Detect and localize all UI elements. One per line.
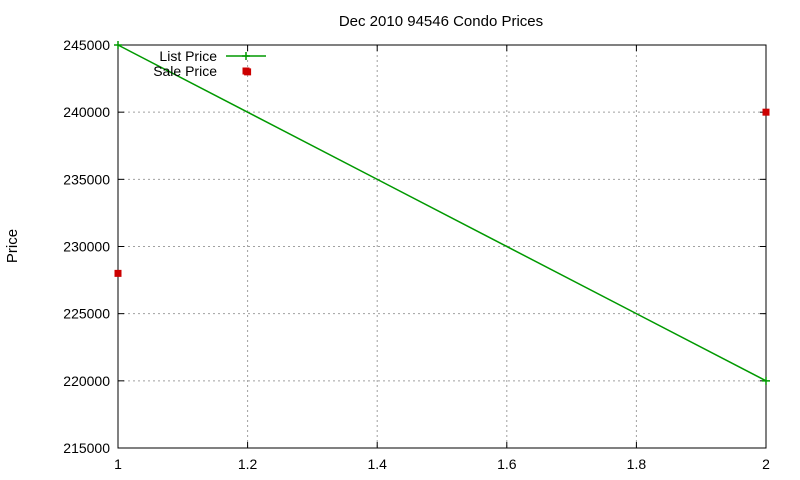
data-point — [762, 376, 770, 385]
plot-area-frame — [117, 44, 767, 449]
y-tick-label: 230000 — [63, 239, 110, 255]
axis-ticks: 215000 220000 225000 230000 235000 240000 2450… — [63, 37, 770, 472]
data-point — [762, 108, 770, 116]
y-tick-label: 235000 — [63, 171, 110, 187]
data-point — [114, 269, 122, 277]
legend-marker — [242, 67, 250, 75]
grid — [118, 45, 766, 448]
x-tick-label: 2 — [762, 456, 770, 472]
y-tick-label: 225000 — [63, 306, 110, 322]
legend-label: Sale Price — [153, 63, 217, 79]
x-tick-label: 1.2 — [238, 456, 258, 472]
x-tick-label: 1.6 — [497, 456, 517, 472]
series-line — [117, 44, 767, 382]
series-sale-price — [114, 68, 770, 277]
y-axis-label: Price — [4, 229, 21, 263]
y-tick-label: 220000 — [63, 373, 110, 389]
series-list-price — [114, 41, 770, 385]
legend-marker — [242, 52, 250, 60]
x-tick-label: 1.8 — [627, 456, 647, 472]
x-tick-label: 1.4 — [367, 456, 387, 472]
x-tick-label: 1 — [114, 456, 122, 472]
y-tick-label: 240000 — [63, 104, 110, 120]
data-point — [114, 41, 122, 49]
series-layer — [114, 41, 770, 385]
legend-label: List Price — [159, 48, 217, 64]
y-tick-label: 215000 — [63, 440, 110, 456]
y-tick-label: 245000 — [63, 37, 110, 53]
chart-title: Dec 2010 94546 Condo Prices — [339, 13, 543, 30]
